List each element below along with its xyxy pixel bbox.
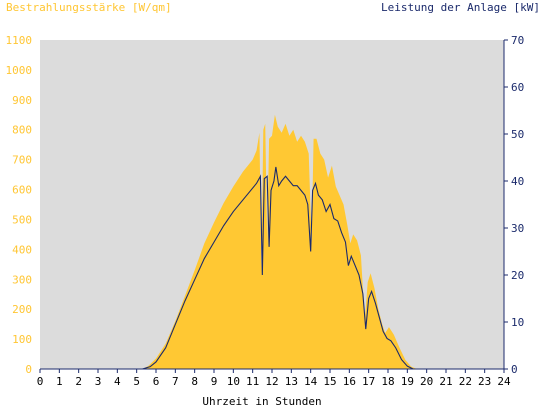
x-tick-label: 0 <box>37 375 44 388</box>
y-right-tick-label: 40 <box>511 175 524 188</box>
x-tick-label: 18 <box>381 375 394 388</box>
y-right-tick-label: 20 <box>511 269 524 282</box>
y-right-tick-label: 10 <box>511 316 524 329</box>
x-tick-label: 20 <box>420 375 433 388</box>
x-tick-label: 17 <box>362 375 375 388</box>
y-left-tick-label: 600 <box>12 184 32 197</box>
right-axis-title: Leistung der Anlage [kW] <box>381 1 540 14</box>
y-right-tick-label: 50 <box>511 128 524 141</box>
x-tick-label: 4 <box>114 375 121 388</box>
y-left-tick-label: 0 <box>25 363 32 376</box>
series-layer <box>40 114 504 370</box>
y-right-tick-label: 0 <box>511 363 518 376</box>
y-left-tick-label: 900 <box>12 94 32 107</box>
x-tick-label: 5 <box>133 375 140 388</box>
irradiance-area <box>40 114 504 370</box>
x-tick-label: 15 <box>323 375 336 388</box>
x-tick-label: 16 <box>343 375 356 388</box>
x-tick-label: 7 <box>172 375 179 388</box>
axes-layer: 0 1 2 3 4 5 6 7 8 9 10 11 12 13 14 15 16 17 18 19 20 21 22 23 24… <box>6 34 525 388</box>
x-tick-label: 13 <box>285 375 298 388</box>
left-axis-title: Bestrahlungsstärke [W/qm] <box>6 1 172 14</box>
x-tick-label: 23 <box>478 375 491 388</box>
y-left-tick-label: 1000 <box>6 64 33 77</box>
y-left-tick-label: 800 <box>12 124 32 137</box>
y-left-tick-label: 100 <box>12 333 32 346</box>
y-right-tick-label: 30 <box>511 222 524 235</box>
power-line <box>40 166 504 370</box>
y-left-tick-label: 700 <box>12 154 32 167</box>
y-left-tick-label: 300 <box>12 273 32 286</box>
x-tick-label: 10 <box>227 375 240 388</box>
x-tick-label: 24 <box>497 375 511 388</box>
y-left-tick-label: 400 <box>12 243 32 256</box>
x-tick-label: 2 <box>75 375 82 388</box>
x-tick-label: 12 <box>265 375 278 388</box>
x-tick-label: 8 <box>191 375 198 388</box>
x-tick-label: 21 <box>439 375 452 388</box>
x-tick-label: 6 <box>153 375 160 388</box>
x-axis-title: Uhrzeit in Stunden <box>202 395 322 408</box>
x-tick-label: 3 <box>95 375 102 388</box>
x-tick-label: 19 <box>401 375 414 388</box>
x-tick-label: 1 <box>56 375 63 388</box>
y-left-tick-label: 500 <box>12 213 32 226</box>
y-left-tick-label: 1100 <box>6 34 33 47</box>
x-tick-label: 9 <box>211 375 218 388</box>
x-tick-label: 14 <box>304 375 318 388</box>
y-right-tick-label: 60 <box>511 81 524 94</box>
x-tick-label: 11 <box>246 375 259 388</box>
x-tick-label: 22 <box>459 375 472 388</box>
y-right-tick-label: 70 <box>511 34 524 47</box>
y-left-tick-label: 200 <box>12 303 32 316</box>
